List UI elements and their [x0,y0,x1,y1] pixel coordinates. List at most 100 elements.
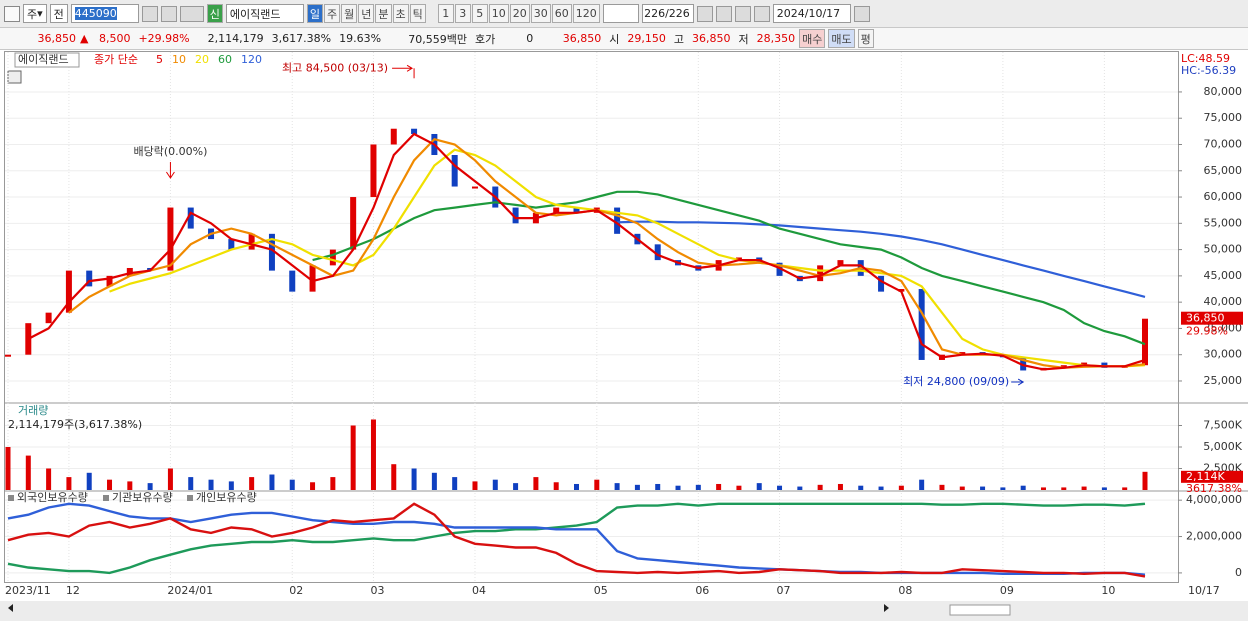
tool-icon[interactable] [696,5,713,22]
toolbar-button[interactable]: 월 [341,4,358,23]
code-input[interactable]: 445090 [70,4,139,23]
candle [65,270,72,313]
interval-input[interactable] [602,4,639,23]
volume-bar [980,486,986,490]
toolbar-button[interactable]: 60 [551,4,572,23]
date[interactable]: 2024/10/17 [772,4,851,23]
candle [471,186,478,189]
candle [268,233,275,271]
chart-bg [0,50,1248,621]
volume-bar [634,484,640,490]
calendar-icon[interactable] [853,5,870,22]
quote: 0 [526,32,534,45]
sell-button[interactable]: 매도 [828,29,855,48]
toolbar-button[interactable]: 틱 [409,4,426,23]
toolbar-button[interactable]: 3 [454,4,471,23]
volume-bar [574,483,579,490]
zoom-slider[interactable] [949,604,1011,616]
code: 445090 [74,7,117,20]
candle [167,207,174,271]
y-tick-label: 4,000,000 [1186,493,1242,506]
candle [390,128,397,145]
y-tick-label: 2,000,000 [1186,530,1242,543]
volume-pct: 3617.38% [1186,482,1242,495]
volume-bar [939,484,945,490]
toolbar-button[interactable]: 일 [306,4,324,23]
dividend-label: 배당락(0.00%) [133,145,207,158]
volume-bar [878,486,884,490]
volume-bar [249,477,255,490]
market-select[interactable]: 주 ▾ [23,4,47,23]
buy-button[interactable]: 매수 [799,29,826,48]
volume-bar [66,477,72,490]
volume-bar [350,425,356,490]
dropdown[interactable] [141,5,158,22]
volume-bar [492,479,498,490]
candle [1081,362,1088,366]
x-tick-label: 09 [1000,584,1014,597]
toolbar-button[interactable]: 20 [509,4,530,23]
y-tick-label: 75,000 [1204,111,1243,124]
candle [411,128,418,134]
x-tick-label: 04 [472,584,486,597]
change-pct: +29.98% [138,32,190,45]
scope-select[interactable]: 전 [49,4,68,23]
toolbar-button[interactable]: 30 [530,4,551,23]
settings-icon[interactable] [753,5,770,22]
y-tick-label: 30,000 [1204,348,1243,361]
volume-title: 거래량 [18,404,48,417]
volume-bar [1000,487,1006,490]
toolbar-button[interactable]: 초 [392,4,409,23]
count: 226/226 [641,4,694,23]
candle [512,207,519,224]
volume-bar [411,468,417,490]
legend-swatch [103,495,109,501]
last-price-box [1181,311,1243,325]
scrollbar[interactable] [0,601,1248,621]
toolbar-button[interactable]: 1 [437,4,454,23]
candle [86,270,93,287]
last-price: 36,850 [1186,312,1225,325]
candle [350,197,357,250]
volume-bar [959,486,965,490]
sound-icon[interactable] [179,5,204,22]
holding-line [7,502,1146,575]
volume-bar [513,483,519,490]
candle [1060,365,1067,368]
ma-label: 종가 단순 [94,53,138,66]
table-icon[interactable] [7,70,22,84]
toolbar-button[interactable]: 주 [324,4,341,23]
ma-line [27,132,1146,371]
candle [329,249,336,266]
open-label: 시 [609,32,620,46]
save-icon[interactable] [734,5,751,22]
dividend-arrow [166,162,175,179]
menu-icon[interactable] [4,5,20,22]
y-tick-label: 60,000 [1204,190,1243,203]
toolbar-button[interactable]: 10 [488,4,509,23]
avg-button[interactable]: 평 [857,29,874,48]
legend-entry: 60 [218,53,232,66]
toolbar-button[interactable]: 5 [471,4,488,23]
volume-bar [533,477,539,490]
toolbar-button[interactable]: 년 [358,4,375,23]
volume-bar [289,479,295,490]
y-tick-label: 50,000 [1204,243,1243,256]
candle [918,289,925,360]
y-tick-label: 40,000 [1204,295,1243,308]
volume-bar [1142,471,1148,490]
volume-bar [614,483,620,490]
quote-label: 호가 [475,32,496,46]
toolbar-button[interactable]: 분 [375,4,392,23]
tool-icon[interactable] [715,5,732,22]
toolbar-button[interactable]: 120 [572,4,600,23]
volume-bar [675,485,681,490]
search-icon[interactable] [160,5,177,22]
candle [776,262,783,276]
y-tick-label: 65,000 [1204,164,1243,177]
volume-bar [127,481,133,490]
volume-bar [370,419,376,490]
